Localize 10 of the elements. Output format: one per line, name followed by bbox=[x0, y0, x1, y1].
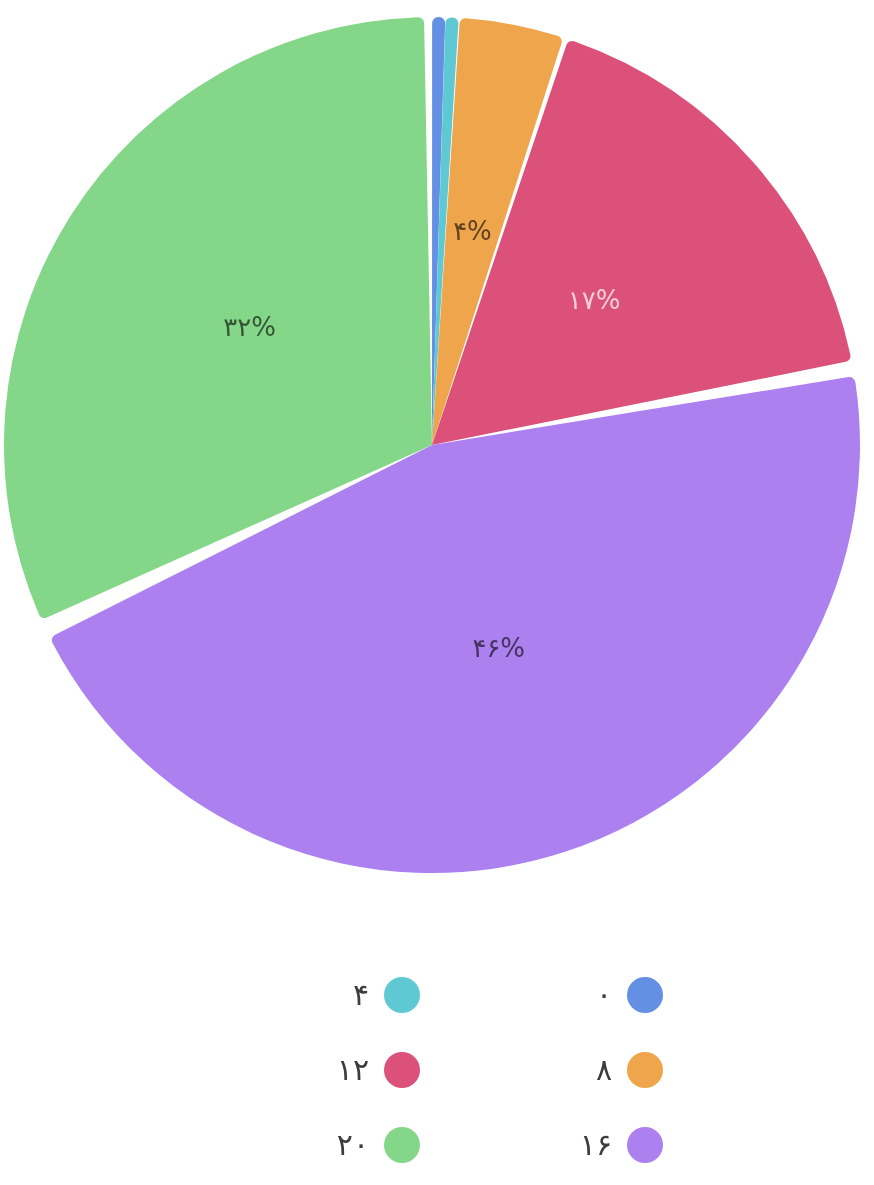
legend-label: ۲۰ bbox=[336, 1127, 369, 1163]
data-label: ۴% bbox=[453, 215, 492, 246]
data-label: ۱۷% bbox=[567, 284, 621, 315]
legend-label: ۴ bbox=[352, 977, 369, 1013]
legend-label: ۱۶ bbox=[579, 1127, 612, 1163]
data-label: ۴۶% bbox=[472, 633, 526, 664]
legend-label: ۸ bbox=[595, 1052, 612, 1088]
legend-label: ۰ bbox=[595, 977, 612, 1013]
data-label: ۳۲% bbox=[223, 312, 276, 343]
legend-label: ۱۲ bbox=[336, 1052, 369, 1088]
